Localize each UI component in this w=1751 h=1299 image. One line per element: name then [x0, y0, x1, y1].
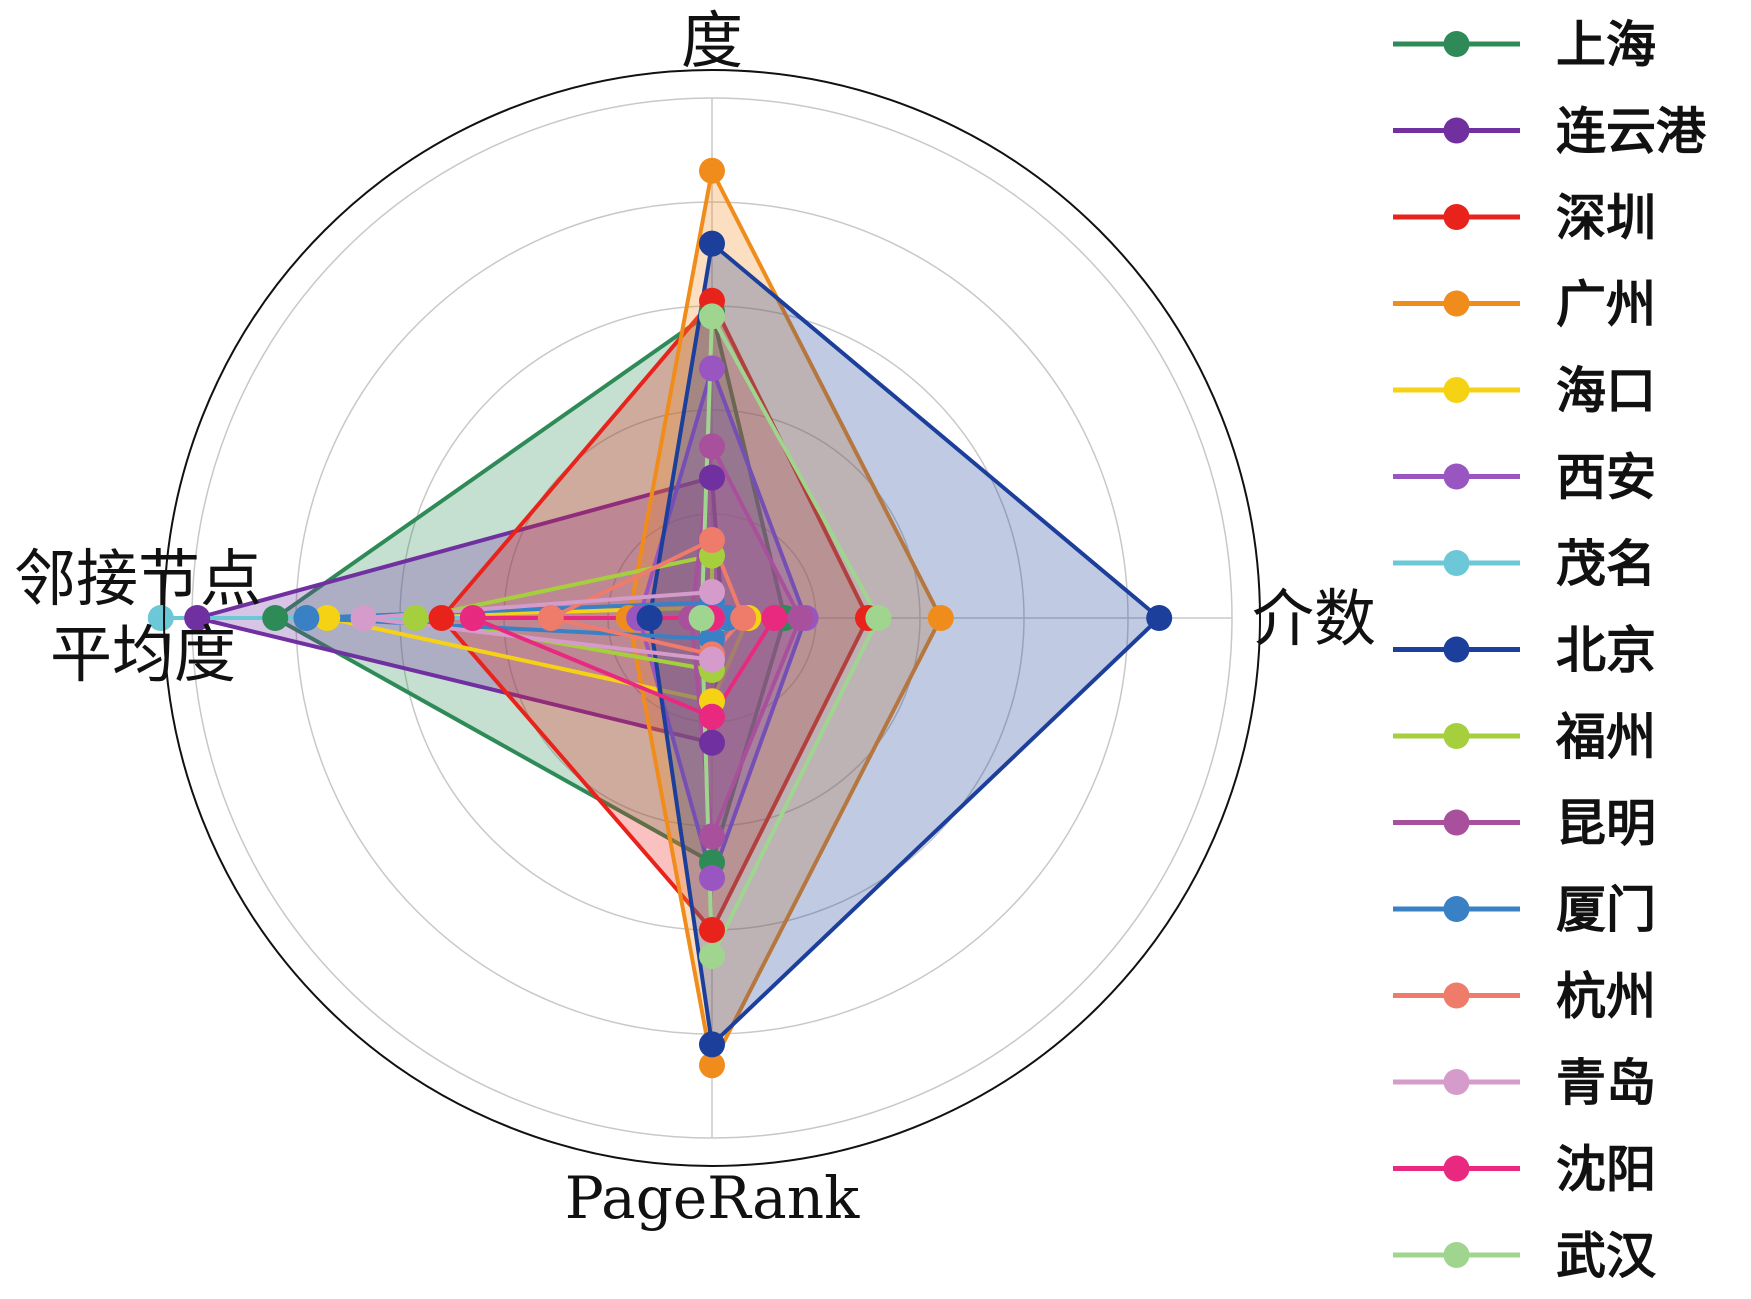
legend-item-11: 杭州	[1393, 967, 1656, 1026]
series-9-point-2	[699, 823, 725, 850]
legend-swatch-marker	[1443, 290, 1470, 317]
legend-swatch-marker	[1443, 377, 1470, 403]
legend-item-12: 青岛	[1393, 1053, 1656, 1112]
series-7-point-3	[636, 605, 663, 631]
series-4-point-3	[314, 605, 341, 631]
legend-label: 广州	[1556, 275, 1656, 334]
legend-label: 海口	[1556, 361, 1656, 420]
legend-label: 连云港	[1556, 102, 1707, 161]
legend-label: 西安	[1556, 448, 1656, 507]
series-12-point-0	[699, 579, 725, 605]
series-points	[147, 157, 1173, 1079]
series-7-point-0	[699, 230, 725, 257]
legend-item-1: 连云港	[1393, 102, 1707, 161]
series-3-point-2	[699, 1052, 725, 1079]
legend-item-10: 厦门	[1393, 880, 1656, 939]
series-5-point-0	[699, 355, 725, 382]
axis-label-betweenness: 介数	[1252, 582, 1376, 655]
series-13-point-1	[761, 605, 788, 631]
legend-item-3: 广州	[1393, 275, 1656, 334]
series-10-point-3	[293, 605, 320, 631]
series-1-point-2	[699, 729, 725, 756]
axis-label-degree: 度	[681, 4, 743, 77]
legend-item-0: 上海	[1393, 15, 1656, 74]
legend-swatch-marker	[1443, 550, 1470, 576]
series-13-point-2	[699, 703, 725, 730]
legend-swatch-marker	[1443, 31, 1470, 57]
axis-labels: 度 介数 PageRank 邻接节点 平均度	[14, 4, 1376, 1232]
series-0-point-3	[262, 605, 289, 631]
series-12-point-3	[350, 605, 377, 631]
legend-label: 北京	[1556, 621, 1656, 680]
series-11-point-3	[537, 605, 564, 631]
legend-label: 上海	[1556, 15, 1656, 74]
legend-swatch-marker	[1443, 463, 1470, 490]
series-9-point-1	[787, 605, 814, 631]
series-2-point-2	[699, 917, 725, 943]
legend-swatch-marker	[1443, 1242, 1470, 1268]
outer-frame	[163, 69, 1261, 1167]
series-2-point-3	[428, 605, 455, 631]
legend-item-14: 武汉	[1393, 1226, 1657, 1285]
legend-item-4: 海口	[1393, 361, 1656, 420]
series-13-point-3	[459, 605, 486, 631]
legend-label: 武汉	[1556, 1226, 1657, 1285]
series-6-point-3	[147, 605, 174, 631]
legend-item-13: 沈阳	[1393, 1140, 1656, 1199]
legend-label: 茂名	[1556, 534, 1656, 593]
legend-swatch-marker	[1443, 636, 1470, 663]
legend-item-8: 福州	[1393, 707, 1656, 766]
series-3-point-0	[699, 157, 725, 184]
legend-label: 沈阳	[1556, 1140, 1656, 1199]
legend-item-7: 北京	[1393, 621, 1656, 680]
legend-swatch-marker	[1443, 1155, 1470, 1182]
series-3-point-1	[927, 605, 954, 631]
series-7-point-2	[699, 1031, 725, 1058]
series-11-point-0	[699, 527, 725, 553]
legend-label: 昆明	[1556, 794, 1656, 853]
series-11-point-1	[730, 605, 757, 631]
series-14-point-0	[699, 303, 725, 330]
legend-item-6: 茂名	[1393, 534, 1656, 593]
legend-swatch-marker	[1443, 204, 1470, 230]
legend-item-9: 昆明	[1393, 794, 1656, 853]
legend-label: 厦门	[1556, 880, 1656, 939]
series-5-point-2	[699, 865, 725, 891]
series-14-point-2	[699, 943, 725, 969]
legend-label: 青岛	[1556, 1053, 1656, 1112]
legend-item-2: 深圳	[1393, 188, 1656, 247]
axis-label-neighbor-degree-line1: 邻接节点	[14, 542, 262, 615]
axis-label-pagerank: PageRank	[565, 1164, 860, 1232]
legend-label: 深圳	[1556, 188, 1656, 247]
legend-swatch-marker	[1443, 117, 1470, 144]
series-12-point-2	[699, 646, 725, 673]
axis-label-neighbor-degree-line2: 平均度	[50, 618, 236, 691]
legend-item-5: 西安	[1393, 448, 1656, 507]
legend-swatch-marker	[1443, 809, 1470, 836]
series-9-point-0	[699, 433, 725, 460]
legend-swatch-marker	[1443, 723, 1470, 749]
legend-swatch-marker	[1443, 982, 1470, 1009]
series-14-point-3	[688, 605, 715, 631]
legend-swatch-marker	[1443, 1069, 1470, 1095]
legend-swatch-marker	[1443, 896, 1470, 922]
series-1-point-3	[184, 605, 211, 631]
legend-label: 杭州	[1556, 967, 1656, 1026]
series-7-point-1	[1146, 605, 1173, 631]
series-1-point-0	[699, 464, 725, 491]
legend-label: 福州	[1555, 707, 1656, 766]
series-8-point-3	[402, 605, 429, 631]
series-14-point-1	[865, 605, 892, 631]
